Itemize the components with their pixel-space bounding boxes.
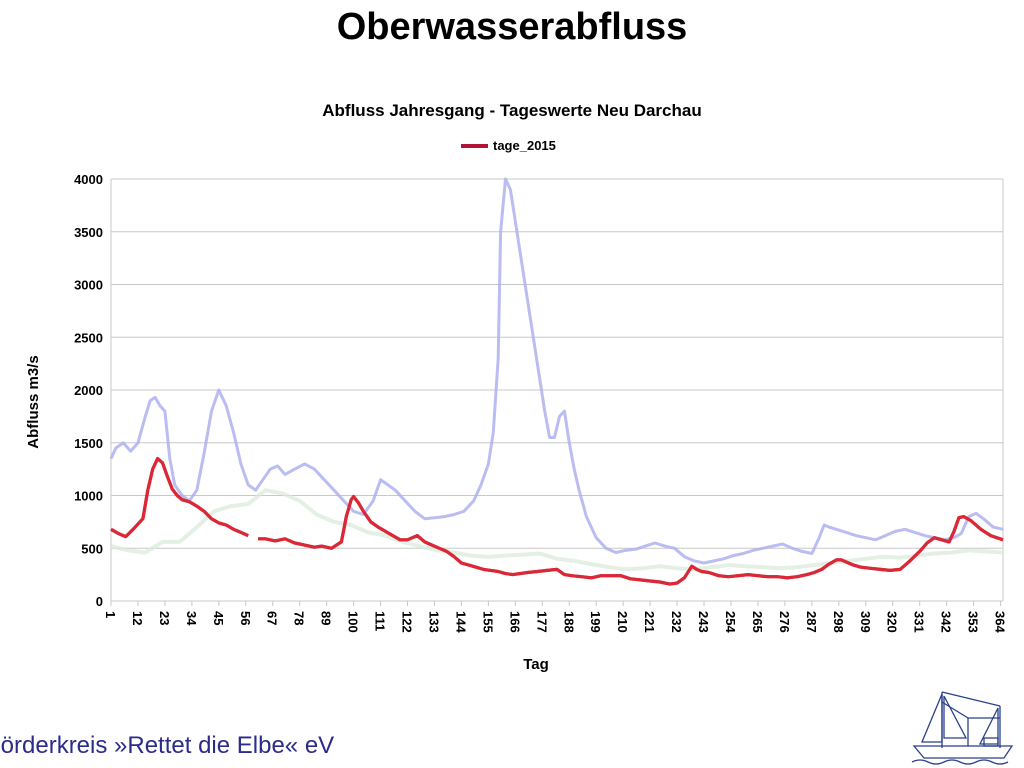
x-tick-label: 67 <box>265 611 280 625</box>
background-series <box>109 177 1004 572</box>
x-tick-label: 188 <box>561 611 576 633</box>
y-tick-label: 3500 <box>74 225 103 240</box>
x-tick-label: 133 <box>426 611 441 633</box>
footer-organization: Förderkreis »Rettet die Elbe« eV <box>0 732 335 759</box>
x-tick-label: 210 <box>615 611 630 633</box>
y-tick-label: 1000 <box>74 489 103 504</box>
y-tick-label: 2000 <box>74 383 103 398</box>
chart-legend: tage_2015 <box>461 138 556 153</box>
x-tick-label: 309 <box>858 611 873 633</box>
x-tick-label: 320 <box>885 611 900 633</box>
series-lines <box>110 457 1004 586</box>
y-tick-label: 3000 <box>74 278 103 293</box>
x-tick-label: 243 <box>696 611 711 633</box>
x-tick-label: 111 <box>373 611 388 631</box>
x-tick-label: 1 <box>103 611 118 618</box>
x-tick-label: 78 <box>292 611 307 625</box>
sailing-ship-logo-icon <box>911 691 1014 765</box>
x-tick-label: 287 <box>804 611 819 633</box>
y-tick-label: 2500 <box>74 330 103 345</box>
x-tick-label: 364 <box>993 611 1008 633</box>
background-series-line-2 <box>110 488 1004 572</box>
x-tick-label: 144 <box>453 611 468 633</box>
y-axis-label: Abfluss m3/s <box>25 355 42 448</box>
y-tick-label: 4000 <box>74 172 103 187</box>
x-tick-label: 265 <box>750 611 765 633</box>
chart-title: Abfluss Jahresgang - Tageswerte Neu Darc… <box>322 101 701 120</box>
x-axis-label: Tag <box>523 656 549 673</box>
x-tick-label: 89 <box>319 611 334 625</box>
y-axis: 0 500 1000 1500 2000 2500 3000 3500 4000 <box>74 172 103 609</box>
x-tick-label: 56 <box>238 611 253 625</box>
x-tick-label: 166 <box>507 611 522 633</box>
x-tick-label: 12 <box>130 611 145 625</box>
x-tick-label: 276 <box>777 611 792 633</box>
series-line-tage-2015-highlight <box>258 495 1004 586</box>
legend-label-tage-2015: tage_2015 <box>493 138 556 153</box>
x-tick-label: 298 <box>831 611 846 633</box>
series-line-tage-2015-highlight <box>110 457 249 539</box>
y-tick-label: 0 <box>96 594 103 609</box>
x-axis: 1 12 23 34 45 56 67 78 89 100 111 122 133 144 155 166 17… <box>103 601 1008 633</box>
x-tick-label: 100 <box>346 611 361 633</box>
y-tick-label: 1500 <box>74 436 103 451</box>
x-tick-label: 34 <box>184 611 199 626</box>
x-tick-label: 342 <box>939 611 954 633</box>
x-tick-label: 232 <box>669 611 684 633</box>
x-tick-label: 177 <box>534 611 549 633</box>
x-tick-label: 221 <box>642 611 657 633</box>
x-tick-label: 45 <box>211 611 226 625</box>
x-tick-label: 155 <box>480 611 495 633</box>
x-tick-label: 254 <box>723 611 738 633</box>
background-series-line-1 <box>109 177 1004 565</box>
slide-title: Oberwasserabfluss <box>336 6 688 48</box>
x-tick-label: 199 <box>588 611 603 633</box>
x-tick-label: 331 <box>912 611 927 633</box>
x-tick-label: 353 <box>966 611 981 633</box>
y-tick-label: 500 <box>81 541 103 556</box>
x-tick-label: 122 <box>400 611 415 633</box>
x-tick-label: 23 <box>157 611 172 625</box>
